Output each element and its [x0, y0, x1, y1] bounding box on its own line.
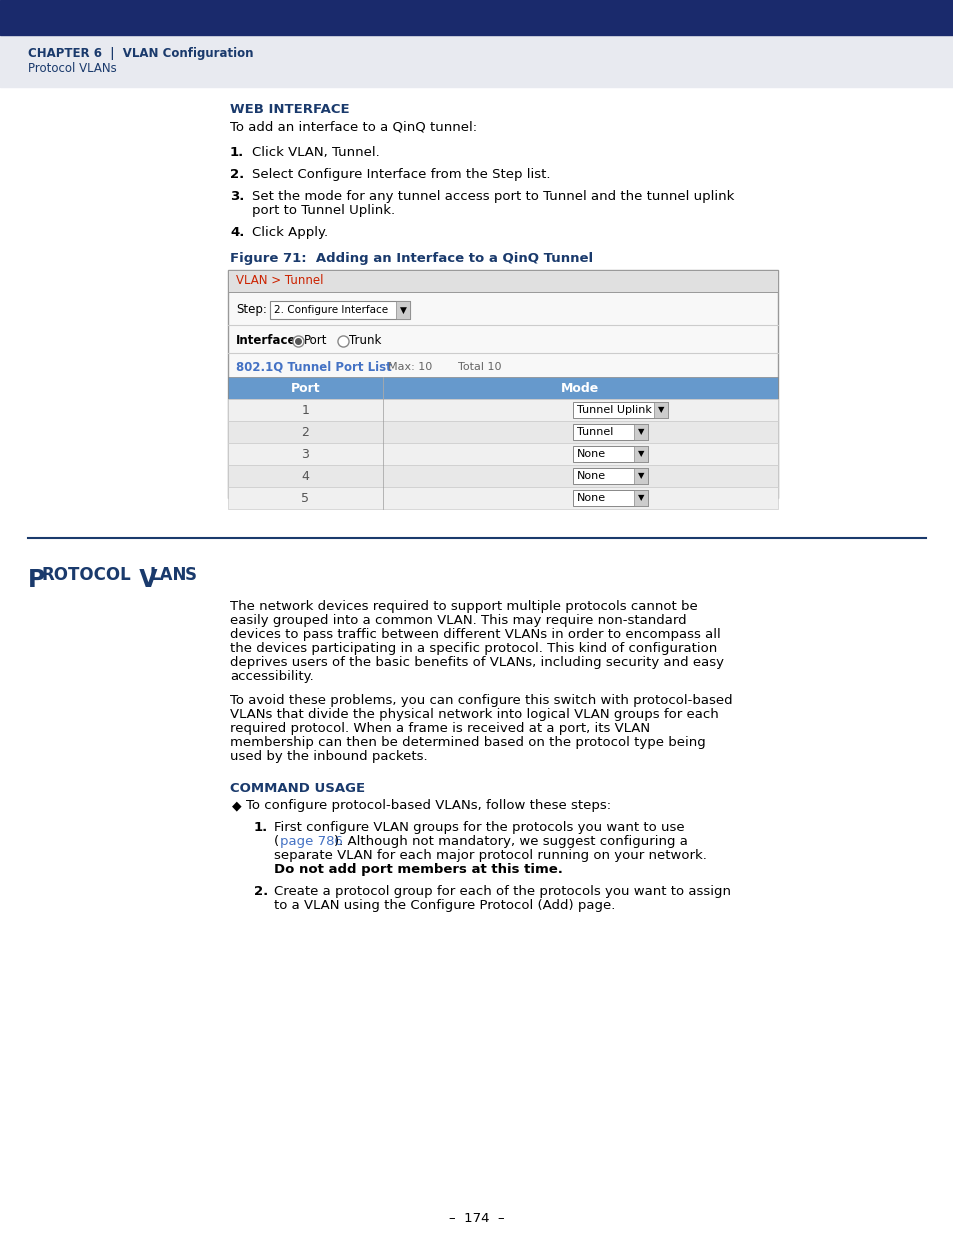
Text: ▼: ▼	[638, 494, 643, 503]
Text: 4.: 4.	[230, 226, 244, 240]
Text: Tunnel: Tunnel	[577, 427, 613, 437]
Text: devices to pass traffic between different VLANs in order to encompass all: devices to pass traffic between differen…	[230, 629, 720, 641]
Bar	[0, 0, 953, 35]
Text: used by the inbound packets.: used by the inbound packets.	[230, 750, 427, 763]
Text: P: P	[28, 568, 46, 592]
Bar	[228, 421, 778, 443]
Text: ◆: ◆	[232, 799, 241, 811]
Text: Protocol VLANs: Protocol VLANs	[28, 62, 116, 75]
Bar	[228, 466, 778, 487]
Bar	[573, 446, 647, 462]
Bar	[634, 446, 647, 462]
Text: Create a protocol group for each of the protocols you want to assign: Create a protocol group for each of the …	[274, 885, 730, 898]
Text: Max: 10: Max: 10	[388, 362, 432, 372]
Bar	[395, 301, 410, 319]
Text: 2.: 2.	[230, 168, 244, 182]
Text: Port: Port	[304, 335, 327, 347]
Bar	[228, 270, 778, 498]
Text: Click VLAN, Tunnel.: Click VLAN, Tunnel.	[252, 146, 379, 159]
Text: –  174  –: – 174 –	[449, 1213, 504, 1225]
Text: 2: 2	[301, 426, 309, 438]
Text: membership can then be determined based on the protocol type being: membership can then be determined based …	[230, 736, 705, 748]
Text: WEB INTERFACE: WEB INTERFACE	[230, 103, 349, 116]
Text: ROTOCOL: ROTOCOL	[42, 566, 132, 584]
Bar	[228, 487, 778, 509]
Text: Click Apply.: Click Apply.	[252, 226, 328, 240]
Text: Interface: Interface	[235, 335, 296, 347]
Bar	[228, 377, 778, 399]
Bar	[573, 424, 647, 440]
Text: To configure protocol-based VLANs, follow these steps:: To configure protocol-based VLANs, follo…	[246, 799, 611, 811]
Text: port to Tunnel Uplink.: port to Tunnel Uplink.	[252, 204, 395, 217]
Text: Trunk: Trunk	[349, 335, 381, 347]
Text: Port: Port	[291, 382, 320, 394]
Text: deprives users of the basic benefits of VLANs, including security and easy: deprives users of the basic benefits of …	[230, 656, 723, 669]
Text: CHAPTER 6  |  VLAN Configuration: CHAPTER 6 | VLAN Configuration	[28, 47, 253, 61]
Text: ). Although not mandatory, we suggest configuring a: ). Although not mandatory, we suggest co…	[334, 835, 687, 848]
Bar	[573, 468, 647, 484]
Text: ▼: ▼	[638, 450, 643, 458]
Text: 3.: 3.	[230, 190, 244, 203]
Text: S: S	[185, 566, 196, 584]
Text: Total 10: Total 10	[457, 362, 501, 372]
Text: To avoid these problems, you can configure this switch with protocol-based: To avoid these problems, you can configu…	[230, 694, 732, 706]
Text: ▼: ▼	[657, 405, 663, 415]
Text: VLAN > Tunnel: VLAN > Tunnel	[235, 274, 323, 288]
Bar	[573, 490, 647, 506]
Text: 2. Configure Interface: 2. Configure Interface	[274, 305, 388, 315]
Text: Tunnel Uplink: Tunnel Uplink	[577, 405, 651, 415]
Bar	[228, 270, 778, 291]
Bar	[228, 443, 778, 466]
Bar	[634, 490, 647, 506]
Text: to a VLAN using the Configure Protocol (Add) page.: to a VLAN using the Configure Protocol (…	[274, 899, 615, 911]
Bar	[634, 424, 647, 440]
Text: separate VLAN for each major protocol running on your network.: separate VLAN for each major protocol ru…	[274, 848, 706, 862]
Bar	[0, 35, 953, 86]
Text: accessibility.: accessibility.	[230, 671, 314, 683]
Bar	[654, 403, 667, 417]
Bar	[270, 301, 410, 319]
Text: Figure 71:  Adding an Interface to a QinQ Tunnel: Figure 71: Adding an Interface to a QinQ…	[230, 252, 593, 266]
Text: easily grouped into a common VLAN. This may require non-standard: easily grouped into a common VLAN. This …	[230, 614, 686, 627]
Text: 1: 1	[301, 404, 309, 416]
Text: the devices participating in a specific protocol. This kind of configuration: the devices participating in a specific …	[230, 642, 717, 655]
Text: required protocol. When a frame is received at a port, its VLAN: required protocol. When a frame is recei…	[230, 722, 649, 735]
Text: 1.: 1.	[253, 821, 268, 834]
Text: page 786: page 786	[280, 835, 342, 848]
Text: ▼: ▼	[399, 305, 406, 315]
Text: V: V	[131, 568, 157, 592]
Bar	[634, 468, 647, 484]
Text: None: None	[577, 493, 605, 503]
Text: Set the mode for any tunnel access port to Tunnel and the tunnel uplink: Set the mode for any tunnel access port …	[252, 190, 734, 203]
Text: None: None	[577, 471, 605, 480]
Text: 4: 4	[301, 469, 309, 483]
Bar	[228, 399, 778, 421]
Text: LAN: LAN	[150, 566, 187, 584]
Text: First configure VLAN groups for the protocols you want to use: First configure VLAN groups for the prot…	[274, 821, 684, 834]
Text: The network devices required to support multiple protocols cannot be: The network devices required to support …	[230, 600, 697, 613]
Text: Do not add port members at this time.: Do not add port members at this time.	[274, 863, 562, 876]
Text: ▼: ▼	[638, 427, 643, 436]
Text: To add an interface to a QinQ tunnel:: To add an interface to a QinQ tunnel:	[230, 120, 476, 133]
Text: 3: 3	[301, 447, 309, 461]
Text: 2.: 2.	[253, 885, 268, 898]
Text: 1.: 1.	[230, 146, 244, 159]
Text: VLANs that divide the physical network into logical VLAN groups for each: VLANs that divide the physical network i…	[230, 708, 718, 721]
Text: COMMAND USAGE: COMMAND USAGE	[230, 782, 365, 795]
Text: Select Configure Interface from the Step list.: Select Configure Interface from the Step…	[252, 168, 550, 182]
Text: Mode: Mode	[560, 382, 599, 394]
Text: Step:: Step:	[235, 304, 267, 316]
Text: 802.1Q Tunnel Port List: 802.1Q Tunnel Port List	[235, 361, 392, 373]
Bar	[573, 403, 667, 417]
Text: (: (	[274, 835, 279, 848]
Text: ▼: ▼	[638, 472, 643, 480]
Text: 5: 5	[301, 492, 309, 505]
Text: None: None	[577, 450, 605, 459]
